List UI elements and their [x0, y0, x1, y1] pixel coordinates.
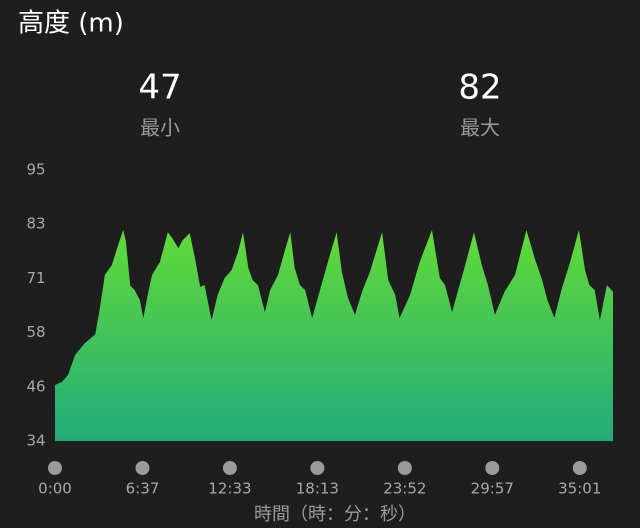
x-axis-label: 時間（時：分：秒） [254, 504, 416, 525]
x-tick-label: 23:52 [383, 480, 426, 498]
stat-label: 最小 [140, 116, 180, 140]
x-tick-label: 18:13 [296, 480, 339, 498]
x-tick-dot [135, 461, 150, 475]
x-tick-label: 6:37 [126, 480, 160, 498]
stat-label: 最大 [460, 116, 500, 140]
x-tick-dot [48, 461, 62, 475]
x-tick-label: 35:01 [558, 480, 601, 498]
x-tick-dot [485, 461, 500, 475]
y-tick-label: 71 [26, 269, 45, 287]
chart-title: 高度 (m) [18, 9, 124, 39]
x-tick-dot [397, 461, 412, 475]
y-tick-label: 46 [26, 377, 45, 395]
stat-value: 82 [458, 68, 501, 108]
x-tick-dot [572, 461, 587, 475]
y-tick-label: 34 [26, 432, 45, 450]
x-tick-label: 0:00 [38, 480, 72, 498]
x-tick-label: 12:33 [208, 480, 251, 498]
y-tick-label: 83 [26, 215, 45, 233]
area [55, 229, 613, 441]
y-tick-label: 58 [26, 323, 45, 341]
stat-value: 47 [138, 68, 181, 108]
x-tick-dot [222, 461, 237, 475]
x-tick-label: 29:57 [471, 480, 514, 498]
x-tick-dot [310, 461, 325, 475]
y-tick-label: 95 [26, 161, 45, 179]
